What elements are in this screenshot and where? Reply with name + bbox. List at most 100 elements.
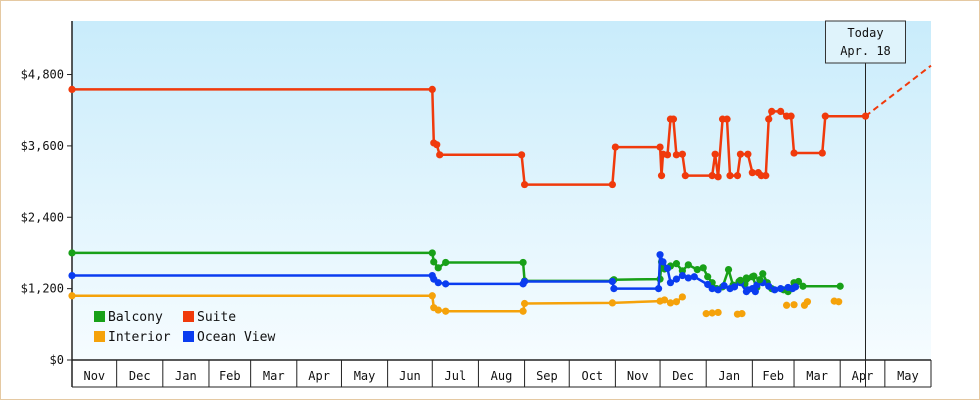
- x-tick-label: Mar: [806, 369, 828, 383]
- ocean-view-data-point: [666, 279, 675, 287]
- suite-data-point: [656, 143, 664, 151]
- balcony-data-point: [759, 270, 767, 278]
- suite-data-point: [723, 115, 731, 123]
- ocean-view-data-point: [730, 283, 739, 291]
- legend-label: Ocean View: [197, 330, 275, 345]
- y-tick-label: $4,800: [21, 68, 64, 82]
- today-box: [824, 20, 906, 64]
- suite-data-point: [517, 151, 526, 159]
- suite-data-point: [748, 169, 756, 177]
- balcony-data-point: [699, 264, 707, 272]
- y-tick-label: $3,600: [21, 139, 64, 153]
- balcony-data-point: [794, 277, 803, 286]
- suite-data-point: [714, 173, 722, 181]
- ocean-view-data-point: [744, 286, 752, 294]
- interior-data-point: [782, 301, 791, 309]
- suite-projection-line: [864, 64, 932, 117]
- suite-data-point: [433, 141, 441, 149]
- interior-data-point: [666, 299, 675, 307]
- interior-data-point: [803, 298, 812, 306]
- suite-data-point: [672, 151, 681, 159]
- ocean-view-data-point: [678, 271, 686, 280]
- legend-label: Suite: [197, 310, 236, 325]
- suite-data-point: [681, 172, 689, 180]
- suite-data-point: [733, 172, 742, 180]
- balcony-data-point: [799, 282, 807, 290]
- interior-data-point: [678, 293, 686, 301]
- x-tick-label: Nov: [627, 369, 649, 383]
- suite-data-point: [726, 172, 734, 180]
- interior-data-point: [519, 307, 527, 315]
- suite-data-point: [777, 107, 785, 115]
- suite-data-point: [711, 150, 719, 158]
- legend-swatch: [94, 331, 105, 342]
- suite-data-point: [678, 150, 686, 158]
- x-tick-label: Feb: [219, 369, 241, 383]
- balcony-data-point: [704, 273, 712, 281]
- interior-data-point: [608, 299, 617, 307]
- today-label: Today: [847, 26, 883, 40]
- ocean-view-data-point: [751, 288, 759, 296]
- legend-label: Interior: [108, 330, 171, 345]
- x-tick-label: Sep: [536, 369, 558, 383]
- interior-data-point: [660, 296, 669, 304]
- interior-data-point: [442, 307, 450, 315]
- suite-data-point: [436, 151, 444, 159]
- interior-data-point: [790, 301, 798, 309]
- ocean-view-data-point: [708, 285, 716, 293]
- x-tick-label: May: [897, 369, 919, 383]
- suite-data-point: [663, 151, 672, 159]
- x-tick-label: Jan: [718, 369, 740, 383]
- suite-data-point: [657, 172, 666, 180]
- ocean-view-data-point: [672, 275, 681, 283]
- ocean-view-data-point: [656, 251, 664, 259]
- interior-data-point: [702, 310, 710, 318]
- x-tick-label: Mar: [263, 369, 285, 383]
- balcony-data-point: [742, 274, 750, 282]
- x-tick-label: Nov: [83, 369, 105, 383]
- ocean-view-data-point: [434, 279, 442, 287]
- x-tick-label: Oct: [581, 369, 603, 383]
- interior-data-point: [714, 308, 722, 317]
- balcony-data-point: [672, 260, 681, 268]
- balcony-data-point: [724, 266, 733, 274]
- interior-data-point: [520, 299, 529, 308]
- ocean-view-data-point: [520, 277, 529, 286]
- x-tick-label: Dec: [672, 369, 694, 383]
- interior-data-point: [835, 298, 843, 306]
- ocean-view-data-point: [68, 271, 76, 280]
- balcony-data-point: [684, 261, 692, 269]
- interior-data-point: [434, 306, 442, 314]
- interior-data-point: [68, 292, 76, 300]
- suite-data-point: [68, 85, 76, 93]
- balcony-data-point: [836, 282, 844, 290]
- suite-data-point: [708, 172, 716, 180]
- suite-data-point: [818, 149, 826, 157]
- balcony-data-point: [434, 264, 442, 272]
- balcony-data-point: [68, 249, 76, 257]
- ocean-view-data-point: [442, 280, 450, 288]
- suite-data-point: [768, 107, 776, 115]
- x-tick-label: Feb: [762, 369, 784, 383]
- legend-swatch: [183, 331, 194, 342]
- x-tick-label: Jan: [175, 369, 197, 383]
- balcony-data-point: [736, 276, 745, 284]
- ocean-view-data-point: [720, 282, 728, 290]
- ocean-view-data-point: [714, 286, 722, 294]
- ocean-view-data-point: [765, 282, 773, 290]
- suite-data-point: [428, 85, 436, 93]
- ocean-view-data-point: [663, 264, 672, 273]
- x-tick-label: Apr: [852, 369, 874, 383]
- balcony-data-point: [693, 266, 701, 274]
- ocean-view-data-point: [791, 283, 800, 291]
- balcony-data-point: [430, 258, 438, 266]
- suite-data-point: [611, 143, 619, 151]
- suite-data-point: [736, 150, 745, 158]
- suite-data-point: [608, 180, 617, 189]
- y-tick-label: $0: [50, 353, 64, 367]
- suite-data-point: [669, 115, 678, 123]
- ocean-view-data-point: [753, 281, 761, 289]
- ocean-view-data-point: [610, 285, 618, 293]
- suite-data-point: [520, 180, 529, 189]
